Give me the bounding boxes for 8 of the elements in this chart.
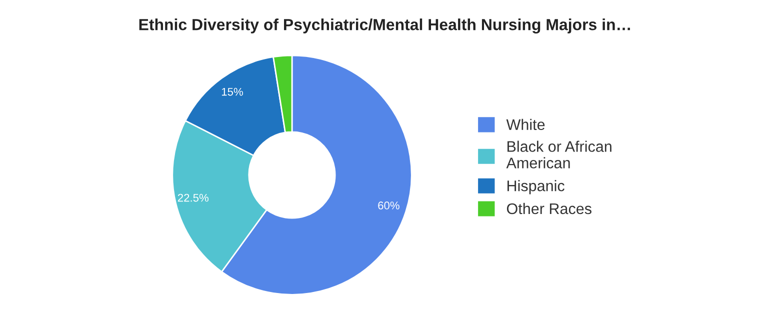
legend-label: White	[506, 118, 545, 130]
chart-title: Ethnic Diversity of Psychiatric/Mental Health Nursing Majors in…	[139, 18, 630, 34]
legend-label: Other Races	[506, 202, 592, 214]
legend-label: Black or African American	[506, 140, 612, 168]
data-label: 22.5%	[178, 194, 208, 202]
data-label: 15%	[222, 88, 243, 96]
legend-label: Hispanic	[508, 180, 564, 194]
data-label: 60%	[378, 202, 400, 210]
